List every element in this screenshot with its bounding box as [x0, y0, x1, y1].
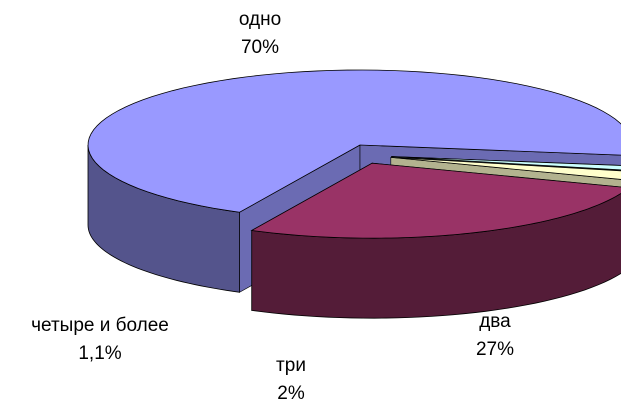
slice-name: три — [276, 355, 306, 376]
slice-label-odno: одно 70% — [205, 6, 315, 62]
slice-value: 2% — [277, 383, 305, 404]
slice-label-dva: два 27% — [440, 308, 550, 364]
slice-odno-top — [87, 69, 621, 213]
slice-tri-top — [390, 156, 621, 180]
slice-value: 1,1% — [78, 343, 122, 364]
slice-chetyre-top — [391, 156, 621, 171]
slice-dva-top — [250, 162, 621, 239]
slice-name: одно — [238, 9, 282, 30]
slice-label-tri: три 2% — [236, 352, 346, 408]
slice-value: 27% — [475, 339, 515, 360]
pie-tops — [87, 69, 621, 239]
slice-name: два — [479, 311, 511, 332]
slice-name: четыре и более — [31, 315, 169, 336]
slice-label-chetyre: четыре и более 1,1% — [10, 312, 190, 368]
slice-value: 70% — [240, 37, 280, 58]
